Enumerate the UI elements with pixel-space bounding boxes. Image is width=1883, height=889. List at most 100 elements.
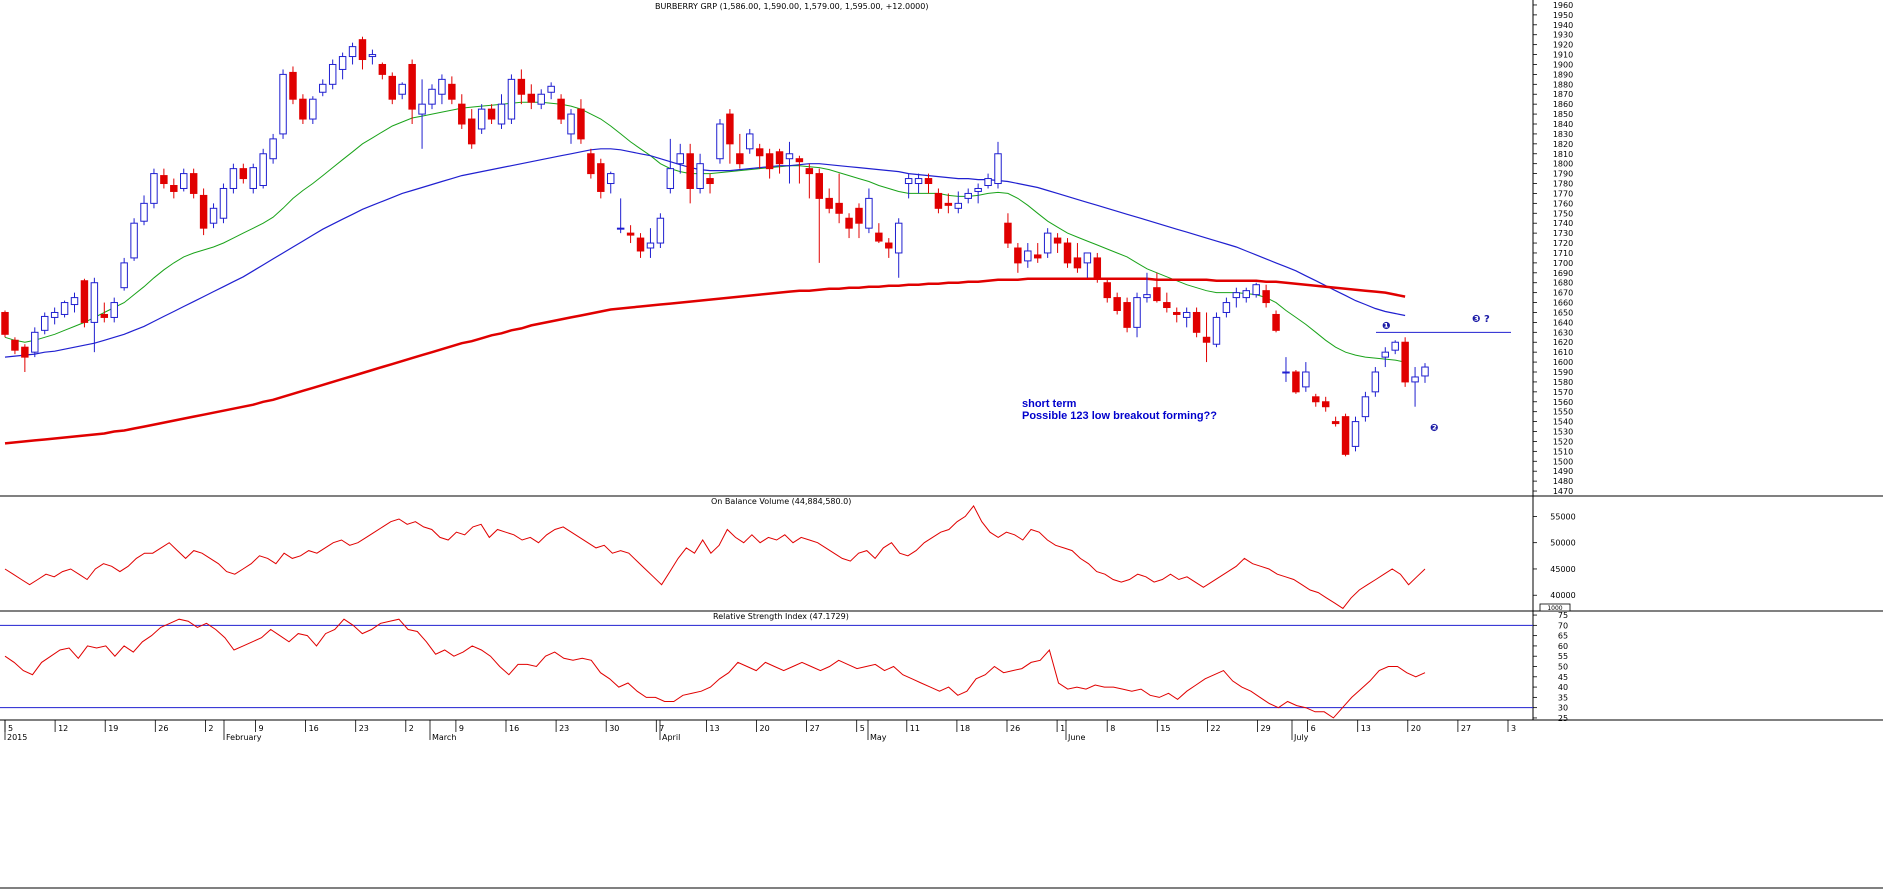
- note-short-term: short term: [1022, 398, 1077, 410]
- candle: [110, 297, 118, 323]
- candle: [170, 178, 178, 199]
- candle: [577, 99, 585, 144]
- x-tick-label: 20: [760, 724, 770, 733]
- candle: [1351, 416, 1360, 452]
- y-tick-label: 1720: [1553, 239, 1573, 248]
- candle: [1421, 363, 1429, 383]
- x-tick-label: 5: [860, 724, 865, 733]
- y-tick-label: 1810: [1553, 150, 1573, 159]
- candle: [885, 238, 893, 258]
- y-tick-label: 1870: [1553, 90, 1573, 99]
- candle: [805, 163, 814, 199]
- candle: [1053, 233, 1062, 253]
- date-x-axis: 5 12 19 26 2 9 16 23 2 9 16 23 30 7 13 20 27 5 11 18 26 1 8 15 2…: [4, 720, 1516, 742]
- y-tick-label: 25: [1558, 714, 1568, 723]
- candle: [1282, 357, 1290, 382]
- candle: [815, 168, 823, 263]
- month-label: May: [870, 733, 887, 742]
- candle: [279, 69, 287, 139]
- candle: [388, 72, 396, 105]
- candle: [1371, 367, 1380, 397]
- y-tick-label: 1770: [1553, 189, 1573, 198]
- candle: [269, 133, 277, 164]
- candle: [964, 188, 972, 204]
- candle: [1073, 243, 1082, 273]
- candle: [855, 203, 863, 239]
- y-tick-label: 1510: [1553, 447, 1573, 456]
- candle: [467, 109, 476, 149]
- x-tick-label: 3: [1511, 724, 1516, 733]
- moving-averages: [4, 101, 1406, 445]
- candle: [1173, 307, 1181, 323]
- candle: [239, 163, 248, 184]
- obv-line: [4, 504, 1426, 610]
- candle: [944, 193, 953, 214]
- x-tick-label: 27: [1461, 724, 1471, 733]
- candle: [319, 79, 327, 97]
- month-label: 2015: [7, 733, 27, 742]
- y-tick-label: 40000: [1550, 591, 1575, 600]
- candle: [1103, 277, 1111, 303]
- candle: [537, 89, 545, 110]
- candle: [358, 36, 367, 70]
- note-breakout: Possible 123 low breakout forming??: [1022, 410, 1217, 422]
- candle: [736, 133, 744, 169]
- obv-scale-badge: 1000: [1547, 605, 1562, 612]
- x-tick-label: 29: [1261, 724, 1271, 733]
- candle: [90, 277, 99, 353]
- candle: [328, 59, 337, 90]
- candle: [845, 213, 853, 239]
- month-label: February: [226, 733, 262, 742]
- candle: [368, 49, 377, 65]
- x-tick-label: 8: [1110, 724, 1115, 733]
- obv-scale-badge-box: [1539, 603, 1571, 612]
- candle: [199, 188, 208, 236]
- x-tick-label: 27: [810, 724, 820, 733]
- candle: [338, 52, 347, 80]
- y-tick-label: 1690: [1553, 269, 1573, 278]
- obv-series: [4, 504, 1426, 610]
- candle: [150, 168, 158, 209]
- candle: [1014, 243, 1022, 273]
- candle: [1252, 282, 1260, 298]
- y-tick-label: 1830: [1553, 130, 1573, 139]
- x-tick-label: 2: [208, 724, 213, 733]
- candle: [646, 228, 655, 258]
- y-tick-label: 45000: [1550, 565, 1575, 574]
- candle: [894, 218, 903, 278]
- y-tick-label: 1640: [1553, 318, 1573, 327]
- candle: [80, 278, 89, 328]
- candle: [438, 74, 446, 105]
- candle: [1143, 272, 1151, 303]
- price-y-axis: 1470148014901500151015201530154015501560…: [1533, 1, 1573, 496]
- x-tick-label: 16: [509, 724, 519, 733]
- candle: [398, 82, 406, 100]
- candle: [140, 195, 148, 226]
- x-tick-label: 20: [1411, 724, 1421, 733]
- candle: [865, 188, 873, 234]
- candle: [567, 109, 575, 144]
- candle: [31, 327, 39, 358]
- candle: [507, 74, 516, 124]
- candle: [1222, 297, 1231, 318]
- y-tick-label: 1580: [1553, 378, 1573, 387]
- candle: [11, 337, 19, 355]
- y-tick-label: 1480: [1553, 477, 1573, 486]
- candle: [1292, 370, 1300, 394]
- candle: [835, 173, 843, 224]
- candle: [1153, 272, 1161, 303]
- candle: [527, 84, 536, 110]
- y-tick-label: 1710: [1553, 249, 1573, 258]
- x-tick-label: 13: [1361, 724, 1371, 733]
- candle: [249, 163, 257, 194]
- y-tick-label: 45: [1558, 673, 1568, 682]
- candle: [517, 69, 526, 105]
- candle: [219, 183, 228, 224]
- y-tick-label: 1960: [1553, 1, 1573, 10]
- candle: [994, 141, 1002, 189]
- candle: [607, 171, 615, 194]
- y-tick-label: 1650: [1553, 308, 1573, 317]
- candle: [299, 94, 307, 124]
- candle: [487, 104, 496, 124]
- candle: [765, 148, 774, 179]
